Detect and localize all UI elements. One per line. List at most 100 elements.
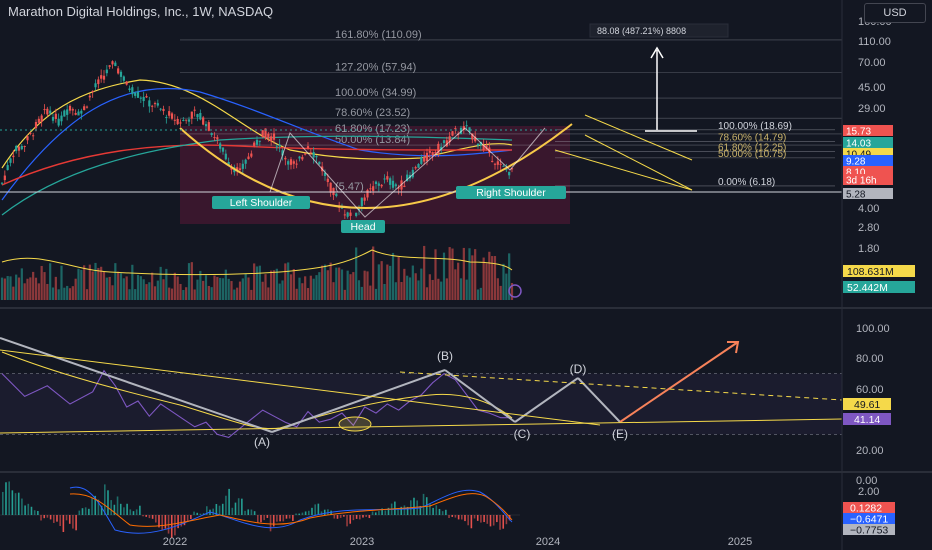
price-badge-label: 15.73 <box>846 127 871 138</box>
candle <box>411 169 414 178</box>
volume-bar <box>454 269 457 300</box>
volume-bar <box>400 282 403 300</box>
volume-bar <box>318 272 321 300</box>
volume-bar <box>457 262 460 300</box>
price-axis[interactable]: 160.00110.0070.0045.0029.0018.804.002.80… <box>841 0 915 550</box>
price-tick: 45.00 <box>858 82 886 94</box>
macd-bar <box>327 509 329 515</box>
candle <box>0 182 4 184</box>
volume-bar <box>445 278 448 300</box>
fib-label: 61.80% (12.25) <box>718 142 786 153</box>
macd-bar <box>480 515 482 523</box>
volume-bar <box>502 263 505 300</box>
macd-badge <box>843 502 895 513</box>
volume-bar <box>340 269 344 300</box>
price-badge <box>843 137 893 148</box>
macd-bar <box>110 500 112 515</box>
macd-bar <box>244 510 246 515</box>
volume-bar <box>261 281 264 300</box>
candle <box>301 156 304 160</box>
volume-bar <box>434 249 437 300</box>
volume-bar <box>193 289 196 300</box>
volume-bar <box>510 283 514 300</box>
fib-label: 61.80% (17.23) <box>335 123 410 135</box>
candle <box>134 92 137 96</box>
channel-line <box>554 149 693 191</box>
currency-button[interactable]: USD <box>864 3 926 23</box>
macd-bar <box>8 481 10 515</box>
candle <box>420 157 423 164</box>
rsi-panel[interactable]: (A) (B) (C) (D) (E) <box>0 337 843 449</box>
macd-bar <box>269 515 272 532</box>
volume-bar <box>482 257 485 300</box>
volume-bar <box>182 289 185 300</box>
macd-bar <box>257 515 259 523</box>
rsi-tick: 80.00 <box>856 353 884 365</box>
candle <box>380 184 383 187</box>
volume-bar <box>292 268 295 300</box>
volume-bar <box>139 276 142 300</box>
candle <box>298 156 301 159</box>
volume-bar <box>125 276 128 300</box>
volume-bar <box>77 268 80 300</box>
price-badge-label: 8.10 <box>846 168 866 179</box>
candle <box>136 91 140 98</box>
volume-bar <box>437 278 440 300</box>
macd-bar <box>476 515 479 521</box>
candle <box>170 113 174 119</box>
macd-bar <box>394 501 396 515</box>
candle <box>355 212 358 217</box>
candle <box>97 79 100 85</box>
candle <box>199 112 202 120</box>
candle <box>196 114 199 118</box>
price-panel[interactable]: 161.80% (110.09) 127.20% (57.94) 100.00% (… <box>0 23 932 473</box>
fib-label: 0.00% (6.18) <box>718 177 775 188</box>
volume-bar <box>119 273 123 300</box>
volume-bar <box>496 278 499 300</box>
volume-bar <box>471 255 474 300</box>
candle <box>264 128 267 139</box>
candle <box>329 182 332 193</box>
candle <box>250 153 253 157</box>
candle <box>32 135 35 137</box>
macd-bar <box>263 515 265 521</box>
macd-bar <box>14 493 17 515</box>
volume-bar <box>128 289 131 300</box>
volume-bar <box>374 288 378 300</box>
macd-bar <box>483 515 485 523</box>
candle <box>474 136 477 142</box>
candle <box>493 163 497 165</box>
volume-bar <box>448 247 451 300</box>
macd-bar <box>381 508 383 515</box>
time-axis[interactable]: 2022 2023 2024 2025 <box>163 536 752 548</box>
macd-bar <box>104 484 106 515</box>
fib-label: 78.60% (23.52) <box>335 107 410 119</box>
volume-bar <box>85 289 89 300</box>
candle <box>125 81 128 85</box>
macd-bar <box>457 515 460 520</box>
macd-bar <box>2 491 4 515</box>
macd-bar <box>368 515 371 519</box>
volume-bar <box>247 277 250 300</box>
macd-bar <box>91 497 93 515</box>
candle <box>434 151 437 154</box>
macd-bar <box>276 515 278 522</box>
candle <box>255 139 259 145</box>
macd-bar <box>330 510 332 515</box>
volume-bar <box>176 276 179 300</box>
candle <box>386 176 389 180</box>
macd-bar <box>499 515 501 530</box>
macd-bar <box>196 512 199 515</box>
macd-bar <box>75 515 77 531</box>
macd-panel[interactable] <box>0 481 520 538</box>
volume-bar <box>0 277 4 300</box>
fib-label: 50.00% (10.75) <box>718 149 786 160</box>
volume-bar <box>357 280 361 300</box>
volume-bar <box>219 277 222 300</box>
volume-bar <box>270 270 273 300</box>
volume-bar <box>372 246 375 300</box>
volume-bar <box>488 251 491 300</box>
candle <box>510 168 514 170</box>
volume-bar <box>264 274 267 300</box>
